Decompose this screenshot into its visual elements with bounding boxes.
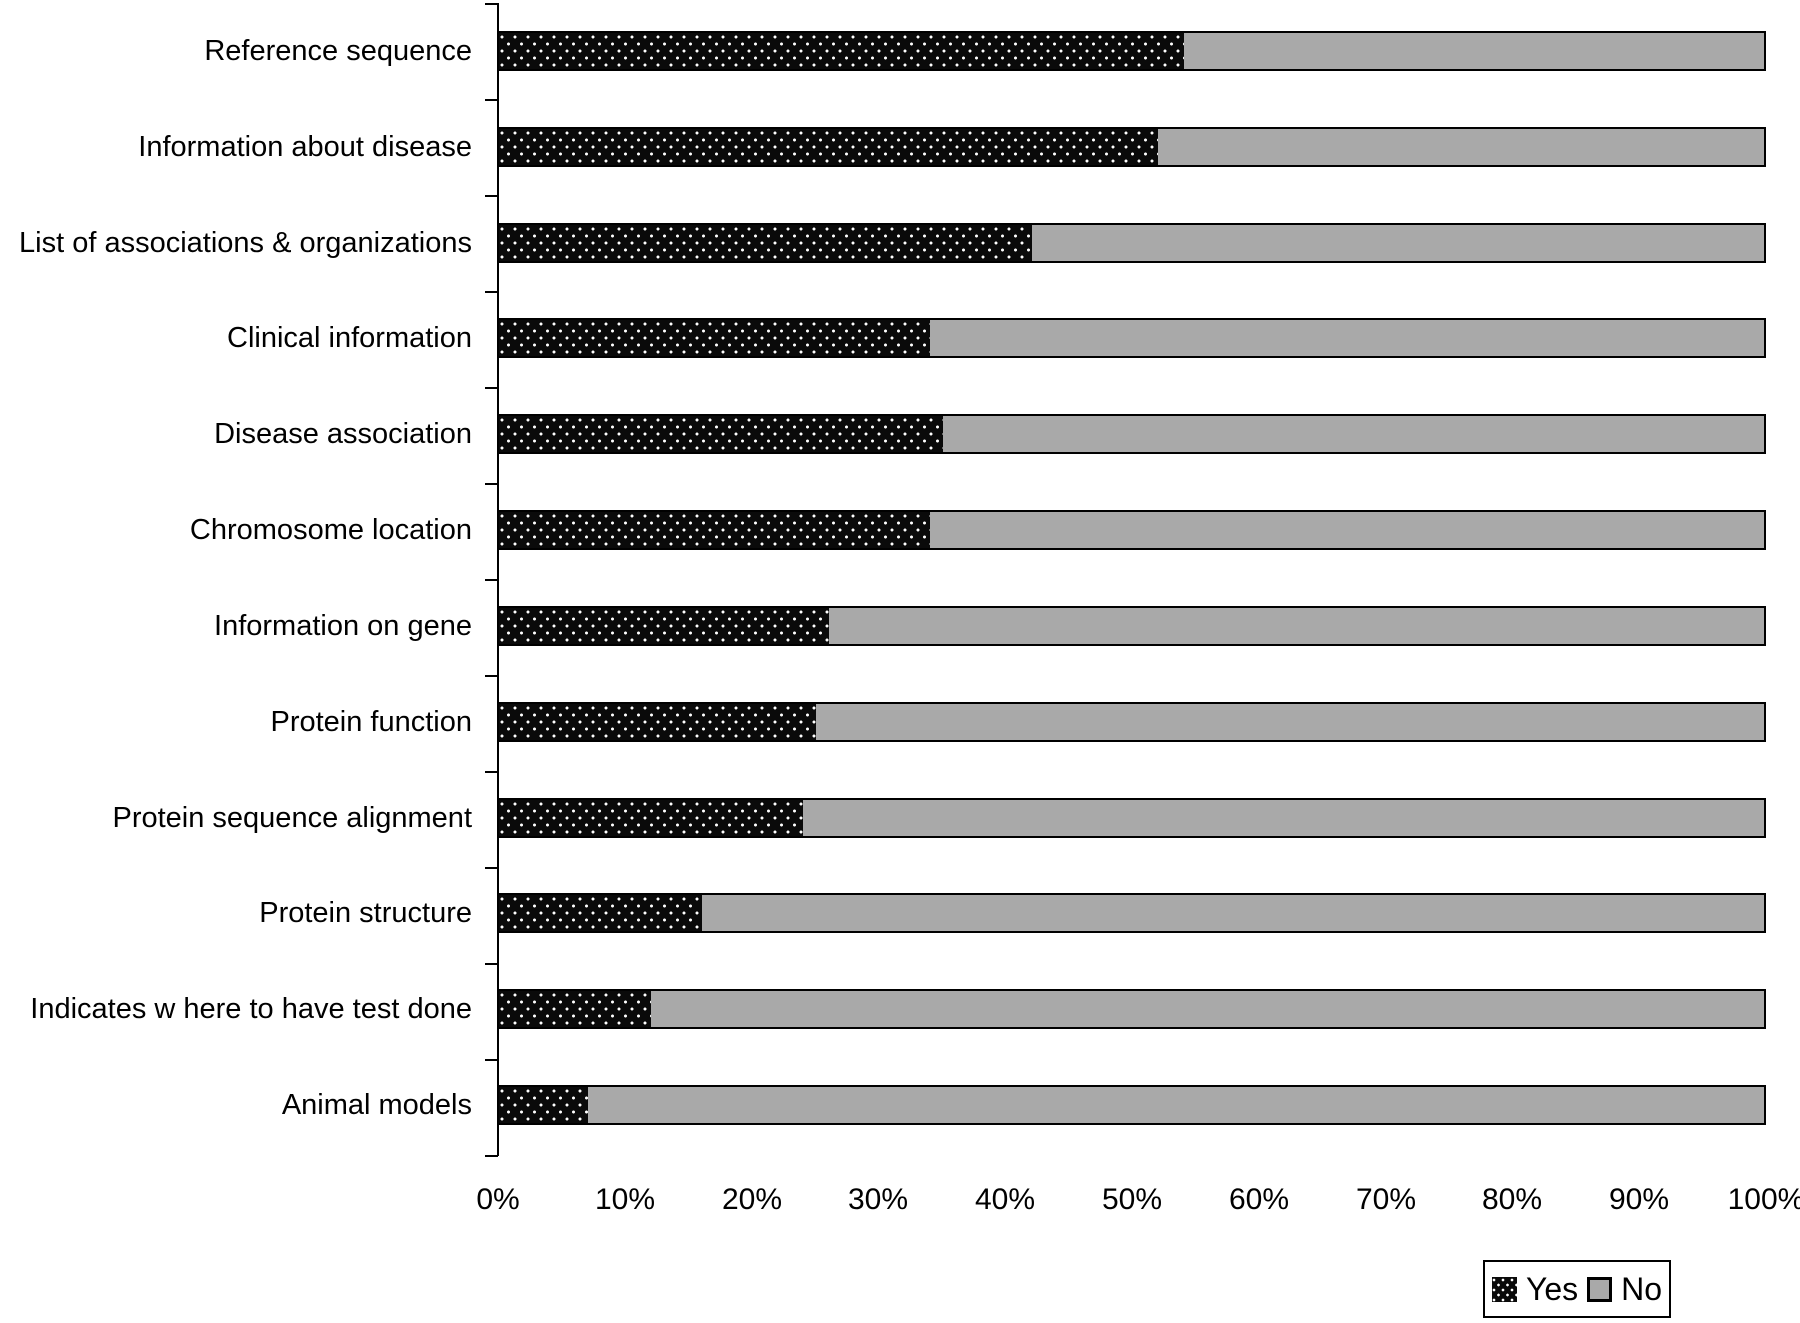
bar-row	[498, 702, 1766, 742]
y-axis-tick	[485, 1155, 498, 1157]
bar-segment-yes	[499, 893, 702, 933]
y-axis-tick	[485, 387, 498, 389]
bar-segment-yes	[499, 318, 930, 358]
y-axis-tick	[485, 579, 498, 581]
y-axis-tick	[485, 867, 498, 869]
legend-yes-swatch-icon	[1491, 1276, 1517, 1302]
bar-row	[498, 1085, 1766, 1125]
legend: Yes No	[1483, 1260, 1671, 1318]
category-label: List of associations & organizations	[19, 227, 472, 259]
bar-segment-yes	[499, 989, 651, 1029]
bar-segment-yes	[499, 702, 816, 742]
category-label: Disease association	[214, 418, 472, 450]
legend-no-swatch-icon	[1587, 1276, 1613, 1302]
category-label: Reference sequence	[204, 35, 472, 67]
y-axis-tick	[485, 291, 498, 293]
y-axis-tick	[485, 483, 498, 485]
y-axis-tick	[485, 675, 498, 677]
y-axis-tick	[485, 195, 498, 197]
bar-segment-yes	[499, 798, 803, 838]
bar-segment-yes	[499, 606, 829, 646]
bar-row	[498, 318, 1766, 358]
bar-row	[498, 510, 1766, 550]
category-label: Protein sequence alignment	[112, 802, 472, 834]
bar-segment-yes	[499, 1085, 588, 1125]
bar-segment-yes	[499, 510, 930, 550]
x-axis-tick-label: 50%	[1101, 1183, 1163, 1216]
x-axis-tick-label: 0%	[476, 1183, 520, 1216]
category-label: Animal models	[281, 1089, 472, 1121]
bar-row	[498, 893, 1766, 933]
legend-no-label: No	[1621, 1271, 1663, 1307]
x-axis-tick-label: 30%	[847, 1183, 909, 1216]
x-axis-tick-label: 10%	[594, 1183, 656, 1216]
category-label: Chromosome location	[189, 514, 472, 546]
y-axis-tick	[485, 771, 498, 773]
bar-row	[498, 606, 1766, 646]
x-axis-tick-label: 60%	[1228, 1183, 1290, 1216]
category-label: Information on gene	[214, 610, 472, 642]
category-label: Information about disease	[138, 131, 472, 163]
bar-row	[498, 414, 1766, 454]
category-label: Indicates w here to have test done	[30, 993, 472, 1025]
x-axis-tick-label: 100%	[1727, 1183, 1800, 1216]
legend-yes-label: Yes	[1525, 1271, 1579, 1307]
bar-segment-yes	[499, 223, 1032, 263]
y-axis-tick	[485, 3, 498, 5]
y-axis-tick	[485, 963, 498, 965]
bar-row	[498, 127, 1766, 167]
y-axis-line	[497, 3, 499, 1156]
category-label: Protein function	[270, 706, 472, 738]
category-label: Protein structure	[259, 897, 472, 929]
x-axis-tick-label: 70%	[1355, 1183, 1417, 1216]
y-axis-tick	[485, 1059, 498, 1061]
x-axis-tick-label: 80%	[1481, 1183, 1543, 1216]
bar-row	[498, 31, 1766, 71]
x-axis-tick-label: 40%	[974, 1183, 1036, 1216]
bar-segment-yes	[499, 31, 1184, 71]
bar-segment-yes	[499, 127, 1158, 167]
bar-row	[498, 223, 1766, 263]
x-axis-tick-label: 90%	[1608, 1183, 1670, 1216]
bar-segment-yes	[499, 414, 943, 454]
x-axis-tick-label: 20%	[721, 1183, 783, 1216]
category-label: Clinical information	[227, 322, 472, 354]
y-axis-tick	[485, 99, 498, 101]
bar-row	[498, 989, 1766, 1029]
bar-row	[498, 798, 1766, 838]
